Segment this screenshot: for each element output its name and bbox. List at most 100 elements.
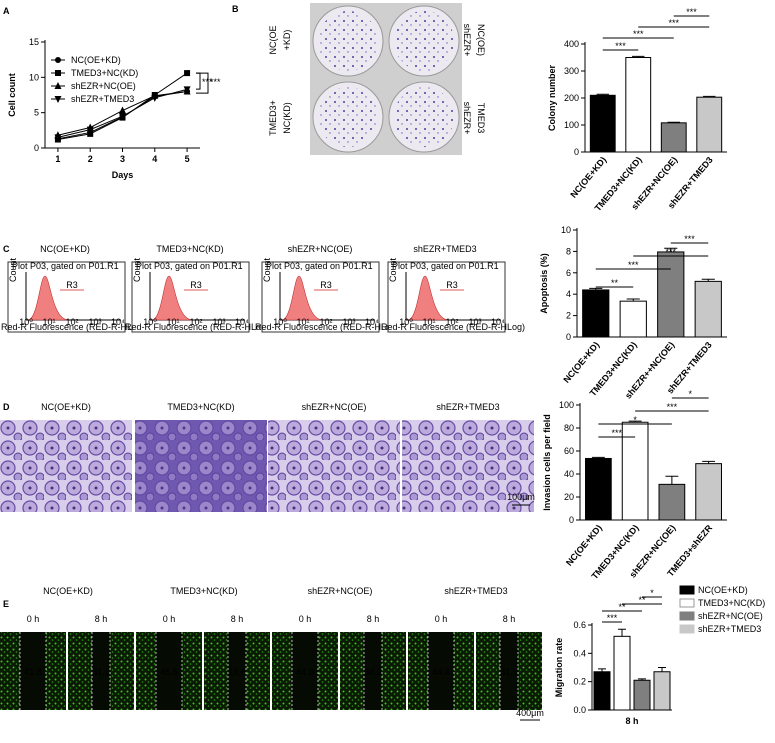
- y-tick-label: 0: [569, 515, 574, 525]
- error-bar: [665, 475, 679, 485]
- scratch-gap: [228, 632, 246, 710]
- bar: [593, 671, 611, 711]
- flow-tick: 10⁰: [19, 317, 33, 327]
- error-bar: [664, 247, 678, 252]
- plate-label: TMED3: [476, 103, 486, 134]
- flow-tick: 10³: [342, 317, 355, 327]
- flow-x-label: Red-R Fluorescence (RED-R-HLog): [1, 322, 145, 332]
- significance: **: [638, 595, 646, 605]
- flow-tick: 10¹: [42, 317, 55, 327]
- y-tick-label: 0.2: [573, 677, 586, 687]
- y-tick-label: 6: [566, 268, 571, 278]
- x-tick-label: 4: [152, 154, 157, 164]
- invasion-title: shEZR+TMED3: [436, 402, 499, 412]
- significance: ***: [668, 18, 679, 28]
- flow-x-label: Red-R Fluorescence (RED-R-HLog): [255, 322, 399, 332]
- legend-swatch: [679, 598, 695, 608]
- flow-title: shEZR+NC(OE): [288, 244, 353, 254]
- migration-title: TMED3+NC(KD): [170, 586, 237, 596]
- marker: [184, 70, 191, 77]
- plate-label: +KD): [282, 30, 292, 51]
- marker: [55, 57, 61, 63]
- significance-bracket: [196, 72, 209, 94]
- legend-label: shEZR+TMED3: [698, 624, 761, 634]
- legend-label: NC(OE+KD): [698, 585, 748, 595]
- marker: [86, 126, 94, 134]
- plate-label: NC(OE): [476, 24, 486, 56]
- flow-gate-label: R3: [320, 280, 332, 290]
- flow-tick: 10⁰: [143, 317, 157, 327]
- colonies: [318, 11, 378, 71]
- invasion-title: TMED3+NC(KD): [167, 402, 234, 412]
- bar: [625, 57, 652, 153]
- y-tick-label: 200: [564, 93, 579, 103]
- time-label: 0 h: [299, 614, 312, 624]
- bar: [658, 483, 686, 521]
- time-label: 8 h: [367, 614, 380, 624]
- invasion-title: shEZR+NC(OE): [302, 402, 367, 412]
- flow-tick: 10²: [65, 317, 78, 327]
- y-tick-label: 300: [564, 66, 579, 76]
- y-tick-label: 0.0: [573, 705, 586, 715]
- marker: [119, 106, 126, 114]
- flow-title: NC(OE+KD): [40, 244, 90, 254]
- time-label: 0 h: [27, 614, 40, 624]
- y-tick-label: 60: [564, 446, 574, 456]
- y-axis-label: Cell count: [7, 73, 17, 117]
- plate-label: shEZR+: [462, 102, 472, 135]
- plate-label: NC(OE: [268, 26, 278, 55]
- y-tick-label: 400: [564, 39, 579, 49]
- flow-peak: [27, 275, 69, 321]
- scratch-gap: [156, 632, 182, 710]
- significance: **: [618, 602, 626, 612]
- significance-bracket: [196, 72, 201, 90]
- x-tick-label: NC(OE+KD): [561, 340, 601, 385]
- significance: ***: [202, 77, 213, 87]
- time-label: 8 h: [231, 614, 244, 624]
- flow-plot-title: Plot P03, gated on P01.R1: [136, 261, 243, 271]
- gap-width: 45.6: [160, 667, 178, 677]
- flow-plot-title: Plot P03, gated on P01.R1: [12, 261, 119, 271]
- flow-gate-label: R3: [66, 280, 78, 290]
- bar: [694, 280, 722, 338]
- significance: ***: [686, 7, 697, 17]
- y-tick-label: 4: [566, 289, 571, 299]
- gap-width: 31.9: [500, 667, 518, 677]
- y-tick-label: 0.6: [573, 620, 586, 630]
- gap-width: 41.8: [24, 667, 42, 677]
- scratch-gap: [364, 632, 382, 710]
- y-tick-label: 0: [566, 332, 571, 342]
- flow-tick: 10¹: [422, 317, 435, 327]
- panel-letter: E: [3, 599, 9, 609]
- bar: [585, 457, 612, 521]
- y-tick-label: 20: [564, 492, 574, 502]
- x-tick-label: 1: [55, 154, 60, 164]
- y-tick-label: 0: [574, 147, 579, 157]
- y-tick-label: 8: [566, 246, 571, 256]
- significance: ***: [684, 234, 695, 244]
- bar: [613, 635, 631, 711]
- y-tick-label: 10: [29, 72, 39, 82]
- marker: [183, 86, 191, 94]
- scratch-gap: [292, 632, 318, 710]
- gap-width: 34.2: [364, 667, 382, 677]
- flow-tick: 10⁴: [365, 317, 379, 327]
- gap-width: 31.2: [92, 667, 110, 677]
- significance: ***: [667, 402, 678, 412]
- flow-tick: 10⁴: [235, 317, 249, 327]
- marker: [54, 134, 62, 142]
- bar: [619, 300, 647, 338]
- flow-tick: 10²: [319, 317, 332, 327]
- legend-label: shEZR+NC(OE): [698, 611, 763, 621]
- bar: [621, 421, 649, 521]
- x-tick-label: NC(OE+KD): [568, 155, 608, 200]
- error-bar: [658, 667, 666, 672]
- scratch-gap: [92, 632, 110, 710]
- flow-peak: [151, 275, 193, 321]
- bar: [582, 289, 610, 338]
- time-label: 0 h: [435, 614, 448, 624]
- flow-y-label: Count: [8, 257, 18, 282]
- bar: [657, 251, 685, 338]
